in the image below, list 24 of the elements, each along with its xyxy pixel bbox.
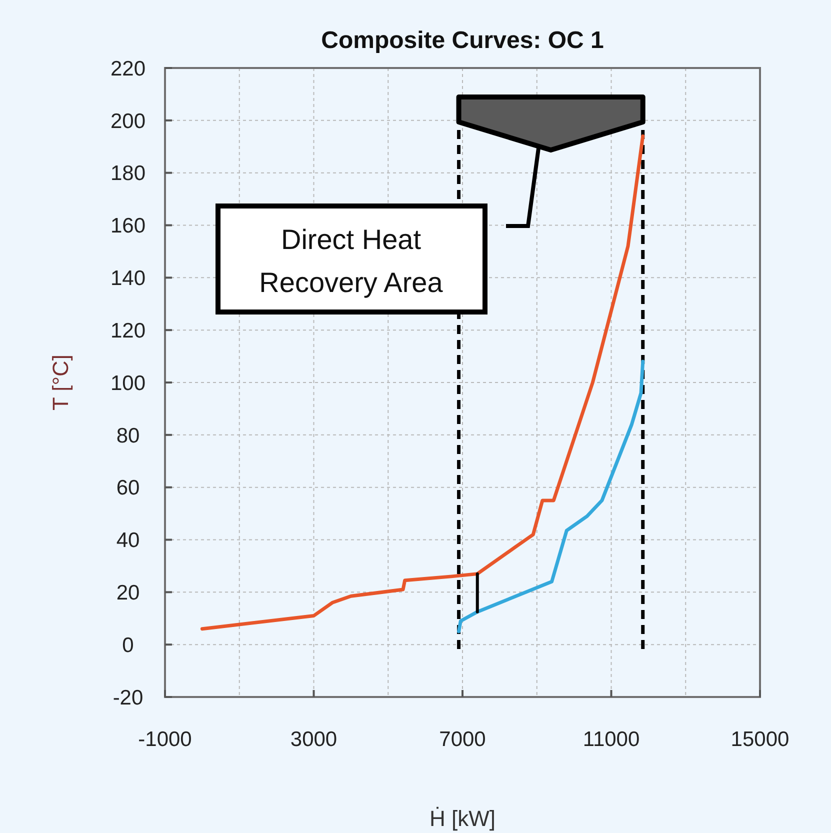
- y-tick-label: 40: [116, 529, 140, 552]
- y-tick-label: -20: [112, 686, 144, 710]
- y-tick-label: 60: [116, 476, 140, 500]
- y-tick-label: 160: [110, 214, 146, 238]
- y-tick-label: 120: [110, 319, 146, 342]
- y-tick-label: 100: [110, 372, 146, 395]
- annotation: Direct Heat Recovery Area: [259, 224, 444, 298]
- x-tick-label: 15000: [730, 728, 790, 751]
- y-tick-label: 140: [110, 267, 146, 290]
- x-tick-label: 11000: [582, 728, 640, 751]
- x-tick-label: 7000: [439, 728, 486, 751]
- y-tick-label: 200: [110, 110, 146, 133]
- x-tick-label: 3000: [290, 728, 338, 751]
- y-tick-label: 80: [116, 424, 140, 448]
- chart-title: Composite Curves: OC 1: [321, 27, 604, 54]
- y-tick-label: 20: [116, 582, 140, 605]
- line-series: [200, 134, 645, 631]
- x-tick-label: -1000: [138, 728, 192, 751]
- x-axis-title: Ḣ [kW]: [430, 806, 496, 831]
- y-tick-label: 0: [122, 634, 134, 657]
- y-tick-label: 220: [110, 57, 146, 80]
- y-axis-title: T [°C]: [48, 354, 73, 411]
- y-tick-label: 180: [110, 162, 146, 186]
- line-series: [457, 360, 645, 634]
